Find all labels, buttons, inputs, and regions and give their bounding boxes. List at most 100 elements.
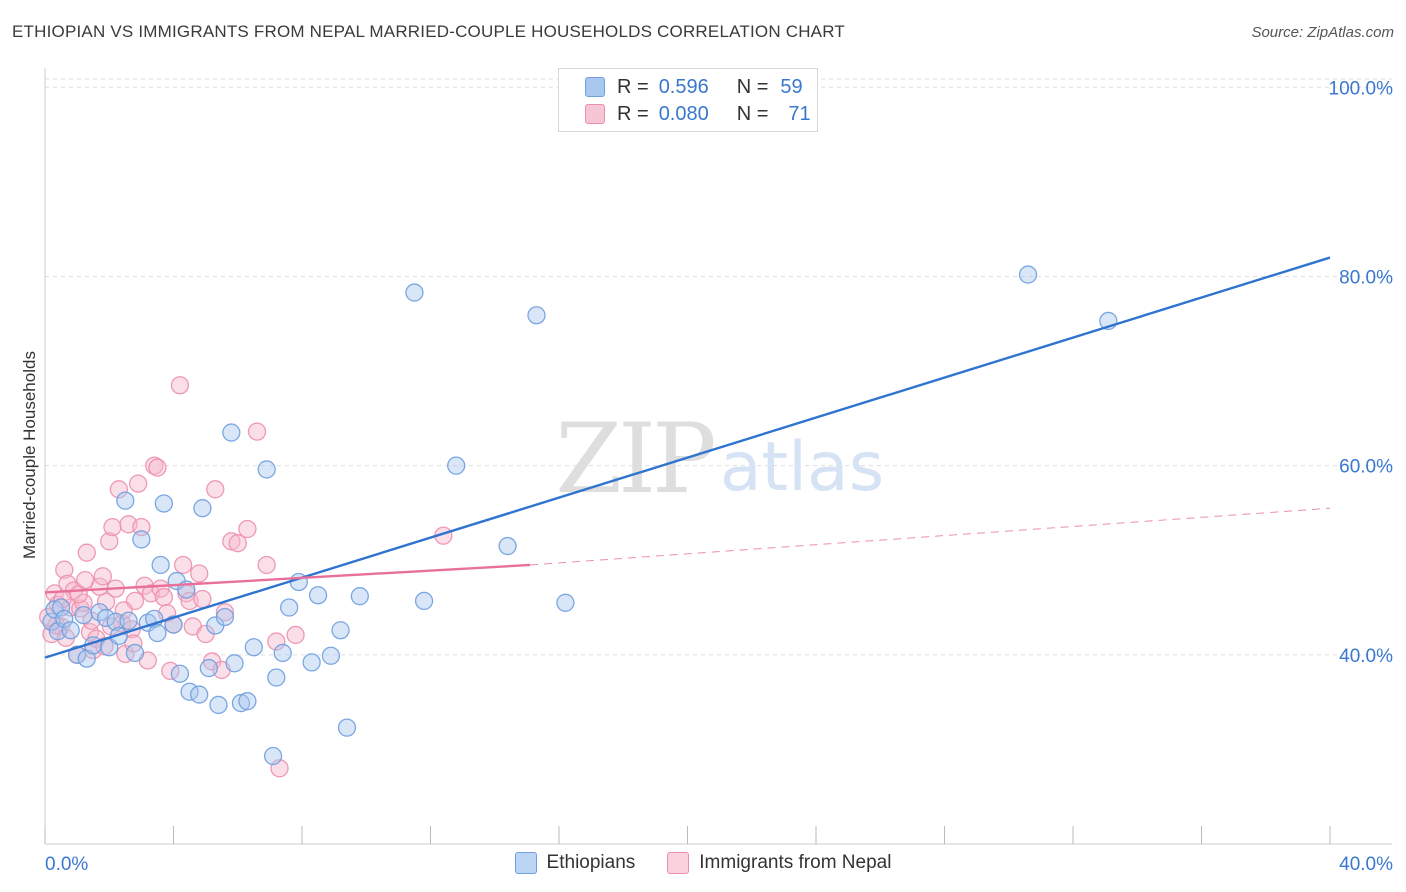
nepal-point <box>193 589 212 609</box>
ethiopians-point <box>96 608 116 628</box>
ethiopians-point <box>405 283 424 302</box>
ethiopians-point <box>273 643 292 663</box>
r-value: 0.080 <box>658 102 709 125</box>
ethiopians-point <box>74 605 93 625</box>
ethiopians-point <box>45 600 64 619</box>
ethiopians-point <box>337 718 357 737</box>
nepal-point <box>267 632 286 651</box>
ethiopians-point <box>154 494 174 513</box>
ethiopians-point <box>132 530 151 549</box>
ethiopians-point <box>164 615 183 634</box>
y-tick-label: 100.0% <box>1329 78 1394 99</box>
nepal-trend-line-extrapolated <box>530 507 1331 566</box>
ethiopians-point <box>527 306 546 325</box>
ethiopians-point <box>267 668 286 687</box>
points-layer <box>39 265 1118 778</box>
ethiopians-point <box>279 598 299 617</box>
ethiopians-point <box>302 653 321 672</box>
ethiopians-point <box>225 654 244 673</box>
nepal-point <box>77 543 96 562</box>
n-label: N = <box>736 102 769 125</box>
pink-swatch <box>667 852 690 874</box>
nepal-trend-line <box>44 563 531 594</box>
x-tick-label: 40.0% <box>1339 854 1393 875</box>
legend-item-nepal: Immigrants from Nepal <box>667 852 891 874</box>
nepal-point <box>247 422 267 441</box>
correlation-legend: R = 0.596 N = 59 R = 0.080 N = 71 <box>558 68 818 132</box>
blue-swatch <box>585 77 605 97</box>
y-axis-label: Married-couple Households <box>20 351 39 559</box>
nepal-point <box>109 480 129 499</box>
nepal-point <box>124 634 143 653</box>
source-label: Source: ZipAtlas.com <box>1251 24 1394 41</box>
nepal-point <box>228 534 247 553</box>
ethiopians-point <box>190 685 209 704</box>
y-tick-label: 40.0% <box>1339 646 1393 667</box>
nepal-point <box>257 555 276 575</box>
nepal-point <box>190 564 209 583</box>
ethiopians-point <box>556 593 575 612</box>
ethiopians-point <box>321 646 341 665</box>
n-value: 71 <box>788 102 811 125</box>
ethiopians-point <box>61 621 80 640</box>
ethiopians-point <box>151 555 170 575</box>
ethiopians-point <box>51 598 71 617</box>
y-tick-label: 80.0% <box>1339 267 1393 288</box>
nepal-point <box>238 519 257 539</box>
legend-label-nepal: Immigrants from Nepal <box>699 852 892 873</box>
ethiopians-point <box>119 611 138 630</box>
ethiopians-point <box>193 499 212 518</box>
watermark-zip: ZIP <box>555 403 714 515</box>
ethiopians-point <box>331 621 350 640</box>
ethiopians-point <box>257 460 276 479</box>
ethiopians-point <box>350 587 369 606</box>
nepal-point <box>100 532 119 551</box>
axis-layer <box>44 68 1392 845</box>
ethiopians-point <box>209 695 228 715</box>
nepal-point <box>55 560 74 579</box>
ethiopians-point <box>498 536 517 556</box>
nepal-point <box>215 603 235 622</box>
ethiopians-point <box>263 746 283 766</box>
r-value: 0.596 <box>658 75 709 98</box>
grid-layer <box>45 78 1392 656</box>
nepal-point <box>222 532 241 551</box>
nepal-point <box>148 458 167 477</box>
watermark-atlas: atlas <box>720 428 884 507</box>
ethiopians-point <box>414 591 434 611</box>
nepal-point <box>145 456 164 475</box>
r-label: R = <box>617 75 649 98</box>
ethiopians-point <box>447 456 466 475</box>
ethiopians-point <box>116 491 135 510</box>
n-label: N = <box>736 75 769 98</box>
ethiopians-trend-line <box>44 256 1331 659</box>
pink-swatch <box>585 104 605 124</box>
x-tick-label: 0.0% <box>45 854 88 875</box>
nepal-point <box>154 587 174 607</box>
ethiopians-point <box>222 423 241 442</box>
ethiopians-point <box>55 609 74 629</box>
ethiopians-point <box>67 645 87 664</box>
nepal-point <box>93 567 112 586</box>
n-value: 59 <box>780 75 803 98</box>
nepal-point <box>286 625 305 645</box>
nepal-point <box>173 555 193 575</box>
nepal-point <box>103 517 122 537</box>
ethiopians-point <box>244 638 263 657</box>
ethiopians-point <box>308 586 328 605</box>
tick-labels: 40.0% 60.0% 80.0% 100.0% 0.0% 40.0% <box>45 78 1393 875</box>
nepal-point <box>170 376 190 395</box>
y-tick-label: 60.0% <box>1339 457 1393 478</box>
ethiopians-point <box>215 607 235 627</box>
legend-row-ethiopians: R = 0.596 N = 59 <box>585 74 803 100</box>
blue-swatch <box>514 852 537 874</box>
ethiopians-point <box>106 612 125 631</box>
legend-item-ethiopians: Ethiopians <box>514 852 636 874</box>
r-label: R = <box>617 102 649 125</box>
nepal-point <box>76 570 95 590</box>
ethiopians-point <box>1018 265 1038 284</box>
trend-layer <box>44 256 1331 659</box>
legend-label-ethiopians: Ethiopians <box>546 852 636 873</box>
nepal-point <box>206 480 225 499</box>
